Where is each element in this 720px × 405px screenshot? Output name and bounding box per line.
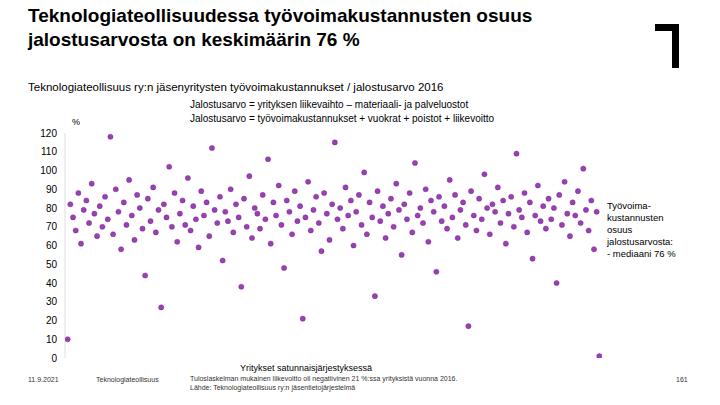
svg-text:10: 10 bbox=[46, 334, 58, 345]
html-text:Jalostusarvo = yrityksen liike: Jalostusarvo = yrityksen liikevaihto – m… bbox=[190, 99, 469, 110]
svg-text:80: 80 bbox=[46, 203, 58, 214]
html-text:Teknologiateollisuudessa työvo: Teknologiateollisuudessa työvoimakustann… bbox=[28, 5, 533, 50]
html-text:Työvoima-: Työvoima- bbox=[607, 200, 651, 211]
html-text:Teknologiateollisuus: Teknologiateollisuus bbox=[96, 376, 159, 383]
svg-text:120: 120 bbox=[40, 128, 57, 139]
html-text:osuus: osuus bbox=[607, 224, 633, 235]
svg-text:30: 30 bbox=[46, 296, 58, 307]
svg-text:90: 90 bbox=[46, 184, 58, 195]
html-text:Lähde: Teknologiateollisuus ry: Lähde: Teknologiateollisuus ry:n jäsenti… bbox=[190, 384, 356, 391]
html-text:kustannusten: kustannusten bbox=[607, 212, 664, 223]
html-text:Teknologiateollisuus ry:n jäse: Teknologiateollisuus ry:n jäsenyritysten… bbox=[28, 81, 444, 93]
svg-text:20: 20 bbox=[46, 315, 58, 326]
svg-text:50: 50 bbox=[46, 259, 58, 270]
svg-text:100: 100 bbox=[40, 165, 57, 176]
svg-text:60: 60 bbox=[46, 240, 58, 251]
html-text:Jalostusarvo = työvoimakustann: Jalostusarvo = työvoimakustannukset + vu… bbox=[190, 113, 495, 124]
svg-text:70: 70 bbox=[46, 221, 58, 232]
html-text:161: 161 bbox=[676, 376, 688, 383]
html-text:11.9.2021: 11.9.2021 bbox=[28, 376, 59, 383]
svg-text:40: 40 bbox=[46, 278, 58, 289]
html-text:jalostusarvosta:: jalostusarvosta: bbox=[607, 236, 673, 247]
svg-text:110: 110 bbox=[41, 146, 57, 157]
svg-text:0: 0 bbox=[51, 353, 57, 364]
html-text:- mediaani 76 %: - mediaani 76 % bbox=[607, 248, 676, 259]
html-text:Yritykset satunnaisjärjestykse: Yritykset satunnaisjärjestyksessä bbox=[240, 363, 373, 373]
html-text:Tuloslaskelman mukainen liikev: Tuloslaskelman mukainen liikevoitto oli … bbox=[190, 375, 458, 382]
